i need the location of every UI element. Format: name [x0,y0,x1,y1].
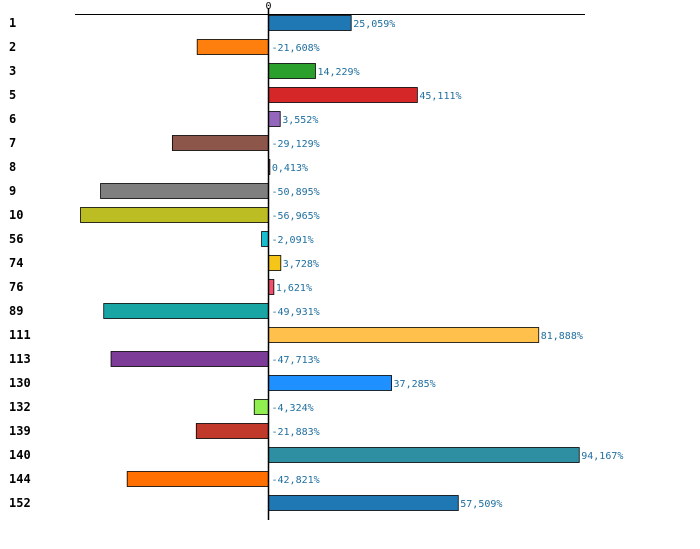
category-label-2: 2 [9,40,16,54]
value-label-140: 94,167% [581,451,623,462]
bar-130 [268,375,392,391]
category-label-9: 9 [9,184,16,198]
category-label-132: 132 [9,400,31,414]
category-label-10: 10 [9,208,23,222]
value-label-144: -42,821% [272,475,320,486]
bar-132 [253,399,269,415]
value-label-10: -56,965% [272,211,320,222]
category-label-144: 144 [9,472,31,486]
bar-144 [126,471,269,487]
bar-76 [268,279,275,295]
bar-89 [103,303,269,319]
value-label-6: 3,552% [282,115,318,126]
value-label-7: -29,129% [272,139,320,150]
category-label-6: 6 [9,112,16,126]
bar-111 [268,327,540,343]
category-label-7: 7 [9,136,16,150]
bar-140 [268,447,580,463]
zero-tick-label: 0 [265,1,271,12]
category-label-89: 89 [9,304,23,318]
bar-10 [80,207,269,223]
bar-113 [110,351,269,367]
category-label-111: 111 [9,328,31,342]
category-label-8: 8 [9,160,16,174]
value-label-74: 3,728% [283,259,319,270]
value-label-130: 37,285% [394,379,436,390]
value-label-111: 81,888% [541,331,583,342]
category-label-76: 76 [9,280,23,294]
value-label-152: 57,509% [460,499,502,510]
category-label-152: 152 [9,496,31,510]
labels-layer: 1 25,059% 2 -21,608% 3 14,229% 5 45,111% 6 3,552%… [9,16,623,510]
category-label-56: 56 [9,232,23,246]
category-label-74: 74 [9,256,23,270]
category-label-3: 3 [9,64,16,78]
bar-1 [268,15,352,31]
value-label-139: -21,883% [272,427,320,438]
value-label-3: 14,229% [317,67,359,78]
bar-7 [171,135,269,151]
category-label-140: 140 [9,448,31,462]
category-label-1: 1 [9,16,16,30]
category-label-130: 130 [9,376,31,390]
value-label-132: -4,324% [272,403,314,414]
category-label-139: 139 [9,424,31,438]
value-label-8: 0,413% [272,163,308,174]
value-label-9: -50,895% [272,187,320,198]
value-label-89: -49,931% [272,307,320,318]
value-label-2: -21,608% [272,43,320,54]
bar-2 [196,39,269,55]
bar-74 [268,255,282,271]
bar-3 [268,63,316,79]
value-label-56: -2,091% [272,235,314,246]
value-label-5: 45,111% [419,91,461,102]
bar-5 [268,87,418,103]
bar-139 [195,423,269,439]
bar-9 [100,183,269,199]
bar-56 [261,231,269,247]
bar-6 [268,111,281,127]
category-label-113: 113 [9,352,31,366]
bars-layer [80,15,580,511]
value-label-76: 1,621% [276,283,312,294]
bar-152 [268,495,459,511]
value-label-113: -47,713% [272,355,320,366]
value-label-1: 25,059% [353,19,395,30]
category-label-5: 5 [9,88,16,102]
